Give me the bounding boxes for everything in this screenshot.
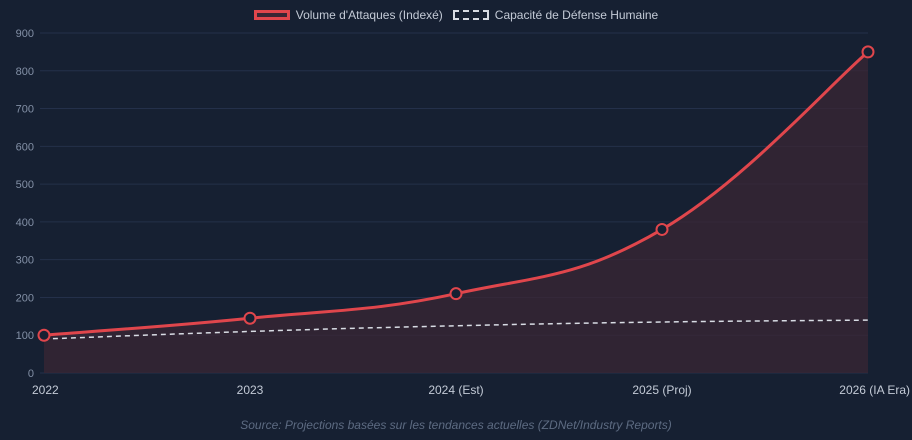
x-tick-label: 2023 <box>237 383 264 397</box>
y-tick-label: 700 <box>16 104 34 116</box>
legend-swatch-defense <box>452 10 489 20</box>
y-tick-label: 500 <box>16 179 34 191</box>
data-point-attacks <box>37 328 51 342</box>
y-tick-label: 100 <box>16 330 34 342</box>
legend-label-defense: Capacité de Défense Humaine <box>494 8 659 22</box>
y-tick-label: 400 <box>16 217 34 229</box>
x-tick-label: 2025 (Proj) <box>632 383 691 397</box>
legend-swatch-attacks <box>253 10 290 20</box>
y-tick-label: 800 <box>16 66 34 78</box>
y-tick-label: 600 <box>16 141 34 153</box>
data-point-attacks <box>243 311 257 325</box>
series-line-defense <box>43 319 869 340</box>
x-tick-label: 2024 (Est) <box>428 383 483 397</box>
source-note: Source: Projections basées sur les tenda… <box>240 418 672 432</box>
data-point-attacks <box>861 45 875 59</box>
y-tick-label: 0 <box>28 368 34 380</box>
y-tick-label: 200 <box>16 292 34 304</box>
legend: Volume d'Attaques (Indexé) Capacité de D… <box>0 8 912 22</box>
x-tick-label: 2022 <box>32 383 59 397</box>
data-point-attacks <box>655 222 669 236</box>
y-tick-label: 300 <box>16 255 34 267</box>
data-point-attacks <box>449 287 463 301</box>
x-tick-label: 2026 (IA Era) <box>839 383 910 397</box>
legend-label-attacks: Volume d'Attaques (Indexé) <box>295 8 443 22</box>
area-fill-attacks <box>44 51 868 374</box>
y-tick-label: 900 <box>16 28 34 40</box>
legend-item-defense[interactable]: Capacité de Défense Humaine <box>452 8 659 22</box>
legend-item-attacks[interactable]: Volume d'Attaques (Indexé) <box>253 8 443 22</box>
